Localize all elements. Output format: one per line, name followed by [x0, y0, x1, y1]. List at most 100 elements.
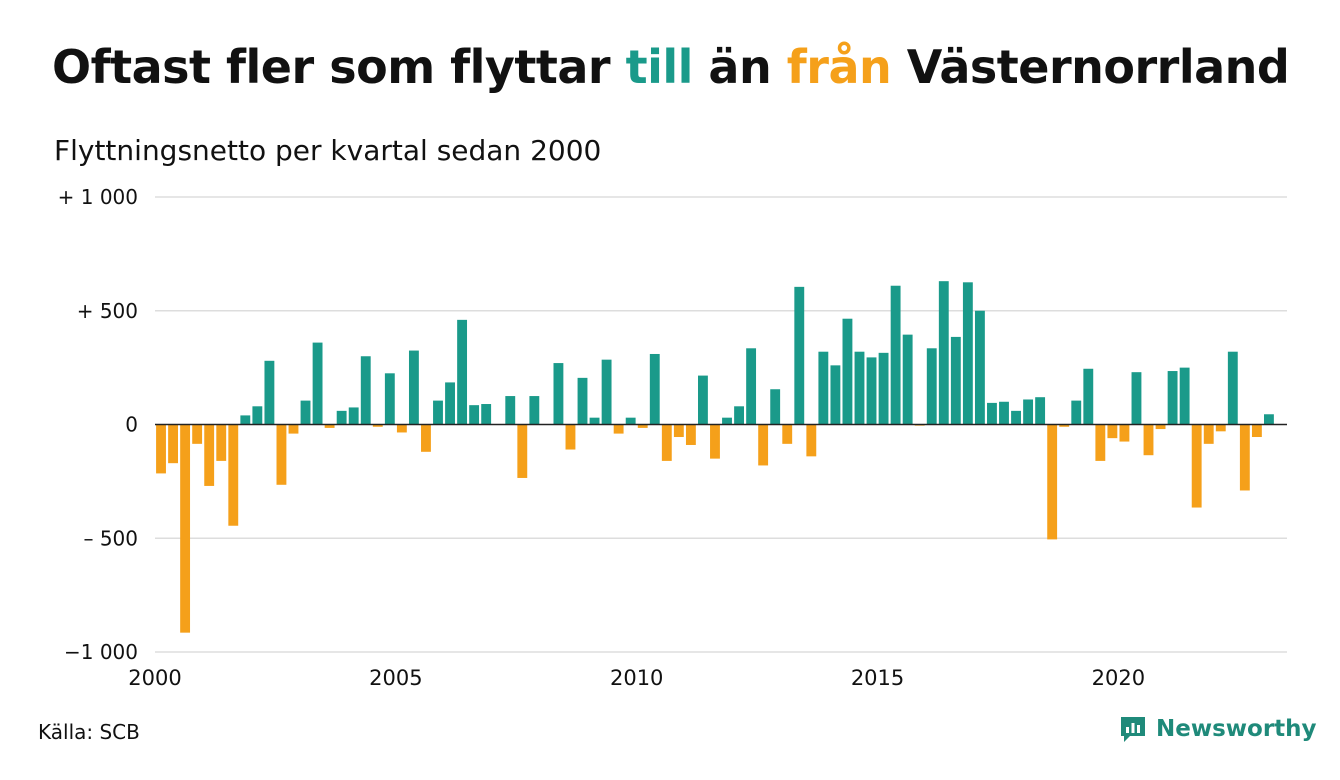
bar	[312, 342, 323, 425]
bar	[589, 417, 600, 425]
bar	[408, 350, 419, 425]
bar	[529, 396, 540, 425]
title-part-1: Oftast fler som flyttar	[52, 40, 626, 94]
bar	[348, 407, 359, 425]
bar	[999, 401, 1009, 425]
bar	[866, 357, 877, 425]
bar	[661, 424, 672, 461]
bar	[553, 363, 564, 425]
bar	[1143, 424, 1154, 456]
bar	[818, 351, 829, 425]
bar	[156, 424, 166, 474]
bar	[204, 424, 215, 486]
bar	[746, 348, 757, 425]
newsworthy-logo-icon	[1121, 717, 1145, 742]
brand-name: Newsworthy	[1156, 716, 1317, 742]
bar	[962, 282, 973, 425]
bar	[1011, 410, 1021, 425]
bar	[384, 373, 395, 425]
bar	[854, 351, 865, 425]
bar	[830, 365, 841, 425]
bar	[505, 396, 516, 425]
y-tick-label: −1 000	[64, 640, 138, 664]
bar	[300, 400, 311, 425]
bar	[1119, 424, 1130, 442]
bar	[938, 281, 949, 425]
bar	[457, 319, 468, 425]
x-tick-label: 2020	[1092, 666, 1145, 690]
bar	[1047, 424, 1058, 540]
bar	[698, 375, 708, 425]
bar	[950, 336, 961, 425]
bar	[1215, 424, 1226, 432]
bar	[1083, 368, 1094, 425]
bar	[878, 352, 889, 425]
bar	[168, 424, 178, 464]
source-label: Källa: SCB	[38, 720, 140, 744]
bar	[192, 424, 203, 444]
bar	[1227, 351, 1238, 425]
bar	[806, 424, 817, 457]
bar	[1023, 399, 1034, 425]
bar	[1071, 400, 1082, 425]
bar	[1131, 372, 1142, 425]
bar	[360, 356, 371, 425]
bar-chart: + 1 000 + 500 0 – 500 −1 000 2000 2005 2010 201…	[58, 185, 1287, 690]
bar	[445, 382, 455, 425]
bar	[517, 424, 528, 478]
bar	[1264, 414, 1274, 425]
bar	[1167, 371, 1178, 425]
bar	[987, 402, 997, 425]
bar	[758, 424, 769, 466]
bar	[1179, 367, 1190, 425]
bar	[734, 406, 744, 425]
bar	[1251, 424, 1262, 438]
bar	[722, 417, 732, 425]
bar-series	[156, 281, 1274, 633]
bar	[770, 389, 781, 425]
bar	[637, 424, 648, 428]
bar	[625, 417, 636, 425]
bar	[710, 424, 720, 459]
bar	[890, 285, 901, 425]
bar	[577, 377, 588, 425]
grid-lines	[155, 196, 1287, 653]
bar	[228, 424, 239, 526]
bar	[433, 400, 443, 425]
bar	[1059, 424, 1070, 427]
bar	[673, 424, 684, 438]
bar	[264, 360, 275, 425]
bar	[794, 286, 805, 425]
bar	[974, 310, 985, 425]
chart-subtitle: Flyttningsnetto per kvartal sedan 2000	[54, 134, 602, 167]
y-tick-label: 0	[125, 413, 138, 437]
bar	[1035, 397, 1046, 425]
bar	[926, 348, 937, 425]
x-tick-label: 2005	[369, 666, 422, 690]
title-part-3: Västernorrland	[891, 40, 1290, 94]
bar	[601, 359, 612, 425]
chart-title: Oftast fler som flyttar till än från Väs…	[52, 40, 1290, 94]
y-axis-ticks: + 1 000 + 500 0 – 500 −1 000	[58, 185, 138, 664]
bar	[481, 404, 492, 425]
x-axis-ticks: 2000 2005 2010 2015 2020	[128, 666, 1145, 690]
bar	[902, 334, 913, 425]
y-tick-label: + 1 000	[58, 185, 138, 209]
bar	[1107, 424, 1118, 439]
bar	[1191, 424, 1202, 508]
bar	[685, 424, 696, 445]
bar	[216, 424, 227, 461]
x-tick-label: 2015	[851, 666, 904, 690]
bar	[252, 406, 263, 425]
x-tick-label: 2010	[610, 666, 663, 690]
bar	[1203, 424, 1214, 444]
bar	[396, 424, 407, 433]
y-tick-label: – 500	[83, 526, 138, 550]
bar	[1155, 424, 1166, 430]
bar	[842, 318, 853, 425]
title-fran-highlight: från	[786, 40, 892, 94]
bar	[469, 405, 480, 425]
bar	[276, 424, 287, 485]
bar	[421, 424, 431, 452]
title-part-2: än	[692, 40, 787, 94]
